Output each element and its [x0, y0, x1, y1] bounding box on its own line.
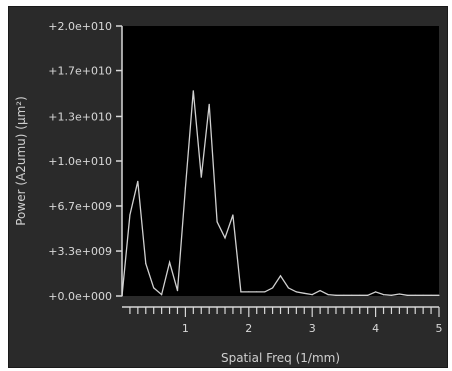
x-axis-ticks: 1 2 3 4 5 — [129, 307, 443, 335]
data-point — [359, 294, 361, 296]
data-point — [303, 292, 305, 294]
y-tick-label: +6.7e+009 — [48, 200, 112, 213]
data-point — [390, 294, 392, 296]
data-point — [351, 294, 353, 296]
data-point — [129, 214, 131, 216]
data-point — [438, 294, 440, 296]
data-point — [256, 291, 258, 293]
data-point — [208, 103, 210, 105]
data-point — [272, 287, 274, 289]
x-tick-label: 5 — [436, 322, 443, 335]
x-tick-label: 3 — [309, 322, 316, 335]
data-point — [422, 294, 424, 296]
data-point — [279, 275, 282, 277]
x-tick-label: 4 — [372, 322, 379, 335]
y-axis-ticks: +0.0e+000 +3.3e+009 +6.7e+009 +1.0e+010 +1.3… — [48, 20, 122, 303]
power-spectrum-chart: +0.0e+000 +3.3e+009 +6.7e+009 +1.0e+010 +1.3… — [14, 20, 443, 365]
x-tick-label: 1 — [182, 322, 189, 335]
data-point — [161, 294, 163, 296]
data-point — [248, 291, 250, 293]
y-tick-label: +0.0e+000 — [48, 290, 112, 303]
data-point — [137, 180, 139, 182]
data-point — [406, 294, 408, 296]
data-point — [153, 287, 155, 289]
data-point — [311, 294, 313, 296]
data-point — [414, 294, 416, 296]
y-tick-label: +3.3e+009 — [48, 245, 112, 258]
data-point — [375, 291, 377, 293]
y-tick-label: +1.3e+010 — [48, 110, 112, 123]
data-point — [200, 176, 202, 178]
data-point — [430, 294, 432, 296]
data-point — [367, 294, 369, 296]
data-point — [176, 290, 179, 292]
data-point — [192, 90, 194, 92]
series-points — [121, 90, 440, 297]
data-point — [398, 293, 400, 295]
y-tick-label: +1.0e+010 — [48, 155, 112, 168]
data-point — [264, 291, 266, 293]
data-point — [169, 261, 171, 263]
y-axis-title: Power (A2umu) (µm²) — [14, 96, 28, 226]
data-point — [232, 214, 234, 216]
x-axis-title: Spatial Freq (1/mm) — [221, 351, 340, 365]
data-point — [240, 291, 242, 293]
data-point — [343, 294, 345, 296]
x-tick-label: 2 — [245, 322, 252, 335]
data-point — [216, 221, 218, 223]
data-point — [295, 291, 297, 293]
data-point — [145, 263, 147, 265]
plot-area — [122, 26, 439, 296]
data-point — [319, 290, 321, 292]
data-point — [382, 294, 385, 296]
data-point — [287, 287, 289, 289]
y-tick-label: +1.7e+010 — [48, 65, 112, 78]
y-tick-label: +2.0e+010 — [48, 20, 112, 33]
data-point — [184, 187, 186, 189]
data-point — [335, 294, 337, 296]
chart-panel: +0.0e+000 +3.3e+009 +6.7e+009 +1.0e+010 +1.3… — [8, 6, 448, 368]
data-point — [327, 294, 329, 296]
data-point — [224, 237, 226, 239]
